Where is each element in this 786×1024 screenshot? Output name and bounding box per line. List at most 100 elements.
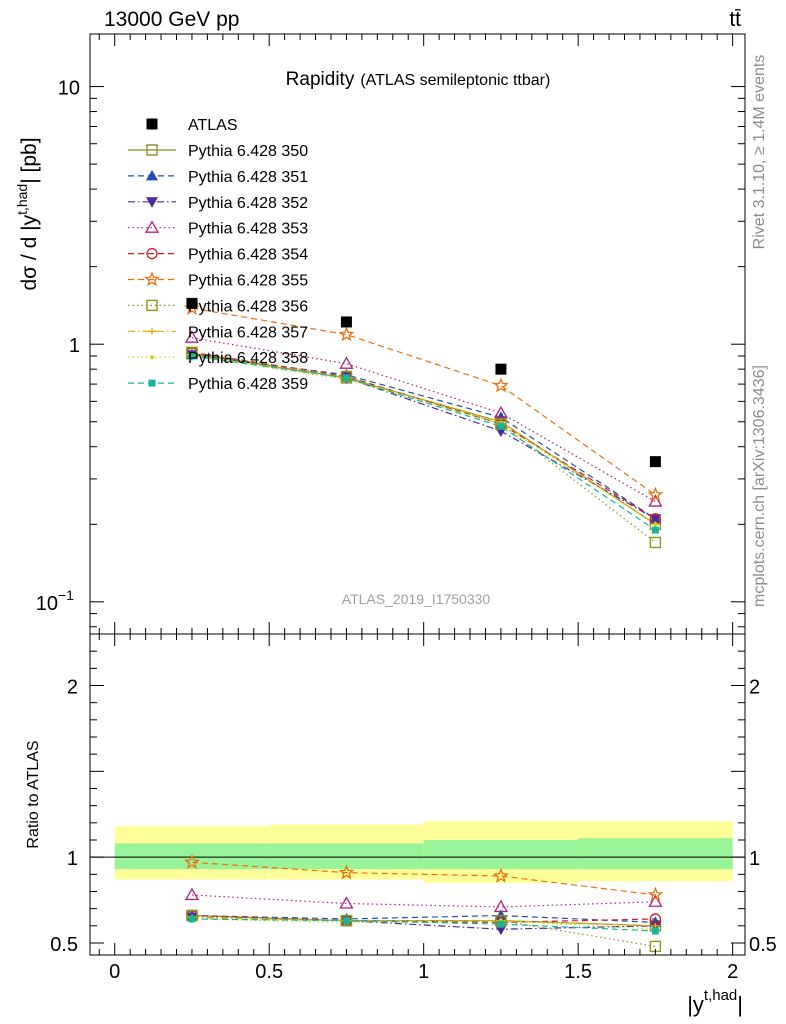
ratio-point-3-2 [493, 899, 509, 913]
ratio-point-3-3 [648, 894, 663, 907]
ratio-series-line-7 [191, 916, 656, 927]
main-point-3-1 [339, 356, 354, 369]
x-axis-label-tail: | [737, 992, 743, 1017]
legend-label-2: Pythia 6.428 352 [188, 195, 308, 212]
main-point-3-0 [184, 330, 200, 343]
legend-label-3: Pythia 6.428 353 [188, 221, 308, 238]
ratio-y-tick-label-left: 2 [67, 676, 78, 698]
y-tick-label-1: 1 [69, 335, 80, 357]
atlas-data-point-2 [495, 363, 507, 375]
legend-label-1: Pythia 6.428 351 [188, 169, 308, 186]
ratio-series-line-3 [191, 894, 656, 908]
ratio-series-line-1 [191, 914, 656, 923]
ratio-point-9-0 [188, 915, 196, 923]
legend-label-4: Pythia 6.428 354 [188, 247, 308, 264]
y-tick-label-0p1-exponent: −1 [58, 587, 74, 603]
legend-marker-1 [146, 169, 158, 181]
main-series-line-5 [191, 307, 656, 496]
plot-title-main: Rapidity [286, 69, 355, 90]
ratio-series-line-5 [191, 861, 656, 896]
ratio-series-line-4 [191, 914, 656, 923]
legend-label-5: Pythia 6.428 355 [188, 273, 308, 290]
ratio-band-stat-2 [423, 839, 579, 870]
ratio-y-tick-label-right: 2 [749, 676, 760, 698]
plot-title: Rapidity (ATLAS semileptonic ttbar) [286, 69, 551, 90]
legend-marker-3 [144, 220, 160, 233]
main-point-8-3 [653, 522, 658, 527]
x-tick-label: 0 [109, 961, 120, 983]
ratio-y-tick-label-right: 0.5 [749, 934, 777, 956]
main-series-line-9 [191, 355, 656, 531]
main-point-6-3 [649, 536, 662, 549]
ratio-point-3-0 [184, 887, 200, 901]
ratio-point-5-3 [647, 886, 664, 902]
ratio-point-1-2 [494, 909, 507, 921]
mcplots-source-label: mcplots.cern.ch [arXiv:1306.3436] [751, 365, 768, 607]
analysis-id-label: ATLAS_2019_I1750330 [342, 591, 491, 607]
main-point-9-2 [497, 422, 505, 430]
legend-label-8: Pythia 6.428 358 [188, 350, 308, 367]
main-y-axis-label-main: dσ / d |y [18, 214, 41, 290]
legend-marker-8 [150, 355, 154, 360]
ratio-y-tick-label-left: 1 [67, 848, 78, 870]
main-point-9-1 [342, 374, 350, 382]
legend-atlas-label: ATLAS [188, 117, 238, 134]
rivet-version-label: Rivet 3.1.10, ≥ 1.4M events [751, 55, 768, 250]
main-point-9-3 [651, 526, 659, 534]
atlas-data-point-1 [340, 316, 352, 328]
x-axis-label-main: |y [687, 992, 704, 1017]
ratio-plot-frame [89, 633, 746, 956]
main-point-5-2 [493, 377, 509, 393]
x-tick-label: 2 [727, 961, 738, 983]
legend-marker-5 [144, 271, 160, 287]
x-tick-label: 0.5 [255, 961, 283, 983]
atlas-data-point-3 [649, 456, 661, 468]
plot-title-sub: (ATLAS semileptonic ttbar) [360, 72, 550, 89]
ratio-y-axis-label: Ratio to ATLAS [25, 740, 42, 848]
legend-marker-2 [146, 197, 158, 208]
ratio-point-5-0 [184, 854, 200, 870]
main-y-axis-label-tail: | [pb] [18, 137, 41, 183]
main-point-3-3 [648, 494, 663, 507]
legend-atlas-marker [146, 118, 158, 130]
legend-label-9: Pythia 6.428 359 [188, 376, 308, 393]
main-y-axis-label: dσ / d |yt,had| [pb] [14, 137, 41, 290]
main-point-2-3 [649, 514, 662, 525]
ratio-y-tick-label-left: 0.5 [50, 934, 78, 956]
main-point-9-0 [188, 352, 196, 360]
ratio-point-5-1 [338, 864, 355, 880]
ratio-series-line-8 [191, 918, 656, 930]
ratio-y-tick-label-right: 1 [749, 848, 760, 870]
legend-marker-9 [148, 379, 156, 387]
main-series-line-7 [191, 354, 656, 525]
x-axis-label: |yt,had| [687, 987, 743, 1017]
process-label: tt̄ [729, 8, 741, 31]
main-y-axis-label-sup: t,had [14, 184, 30, 215]
ratio-point-3-1 [339, 896, 354, 909]
main-point-3-2 [493, 405, 509, 419]
legend-marker-6 [146, 299, 158, 312]
legend-marker-4 [146, 247, 158, 260]
main-series-line-1 [191, 354, 656, 520]
main-series-line-6 [191, 351, 656, 543]
ratio-band-stat-3 [578, 838, 733, 870]
ratio-point-5-2 [493, 867, 509, 883]
ratio-point-9-1 [342, 917, 350, 925]
main-point-5-1 [338, 326, 355, 342]
main-point-5-3 [647, 486, 664, 502]
ratio-point-9-3 [651, 927, 659, 935]
x-axis-label-sup: t,had [704, 987, 737, 1004]
legend-label-6: Pythia 6.428 356 [188, 298, 308, 315]
y-tick-label-0p1: 10 [36, 593, 58, 615]
legend-label-0: Pythia 6.428 350 [188, 143, 308, 160]
legend-label-7: Pythia 6.428 357 [188, 324, 308, 341]
ratio-series-line-6 [191, 914, 656, 948]
x-tick-label: 1 [418, 961, 429, 983]
ratio-point-9-2 [497, 920, 505, 928]
x-tick-label: 1.5 [564, 961, 592, 983]
legend-marker-0 [146, 144, 158, 156]
legend-marker-7 [147, 328, 157, 335]
ratio-series-line-9 [191, 918, 656, 932]
atlas-data-point-0 [186, 297, 198, 309]
